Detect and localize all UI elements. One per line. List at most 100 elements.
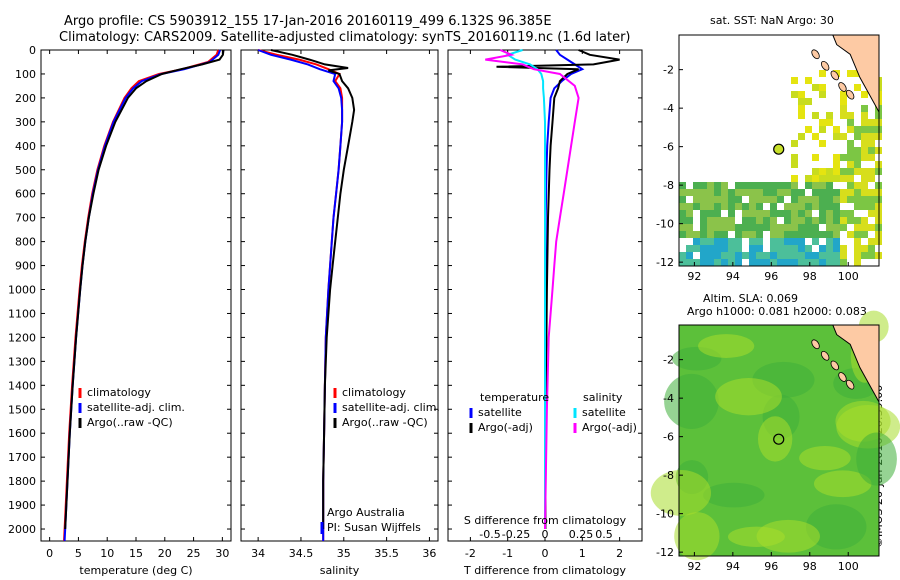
sst-map-pixel bbox=[756, 210, 763, 217]
sst-map-pixel bbox=[770, 182, 777, 189]
sst-map-pixel bbox=[714, 196, 721, 203]
sst-map-pixel bbox=[826, 168, 833, 175]
sst-map-pixel bbox=[784, 210, 791, 217]
sst-map-pixel bbox=[819, 252, 826, 259]
sst-map-pixel bbox=[756, 196, 763, 203]
sla-map-blob bbox=[674, 512, 720, 561]
salinity-xtick-label: 35.5 bbox=[374, 547, 399, 560]
sst-map-pixel bbox=[826, 238, 833, 245]
sst-map-pixel bbox=[819, 70, 826, 77]
sst-map-pixel bbox=[826, 119, 833, 126]
sst-map-pixel bbox=[721, 217, 728, 224]
sst-map-pixel bbox=[840, 189, 847, 196]
sst-map-pixel bbox=[812, 182, 819, 189]
sst-map-island bbox=[845, 89, 855, 100]
sst-map-pixel bbox=[854, 196, 861, 203]
sst-map-pixel bbox=[826, 189, 833, 196]
sst-map-pixel bbox=[707, 245, 714, 252]
sla-map-blob bbox=[715, 378, 782, 416]
sst-map-xtick-label: 100 bbox=[838, 270, 859, 283]
sst-map-pixel bbox=[868, 224, 875, 231]
sst-map-pixel bbox=[791, 224, 798, 231]
sst-map-pixel bbox=[826, 224, 833, 231]
sst-map-pixel bbox=[721, 189, 728, 196]
sst-map-pixel bbox=[798, 98, 805, 105]
sla-map-blob bbox=[799, 445, 851, 471]
sst-map-pixel bbox=[714, 203, 721, 210]
sst-map-pixel bbox=[861, 133, 868, 140]
sst-map-pixel bbox=[819, 175, 826, 182]
difference-xtick-label: 1 bbox=[579, 547, 586, 560]
salinity-series-2 bbox=[270, 49, 356, 529]
sst-map-pixel bbox=[847, 189, 854, 196]
diff-s-tick-label: -0.25 bbox=[502, 528, 530, 541]
sst-map-pixel bbox=[819, 196, 826, 203]
sst-map-pixel bbox=[700, 259, 707, 266]
sst-map-pixel bbox=[756, 189, 763, 196]
sst-map-pixel bbox=[805, 98, 812, 105]
temperature-xtick-label: 30 bbox=[215, 547, 229, 560]
sst-map-pixel bbox=[854, 182, 861, 189]
sst-map-pixel bbox=[805, 252, 812, 259]
sst-map-pixel bbox=[749, 231, 756, 238]
sst-map-pixel bbox=[854, 238, 861, 245]
sst-map-pixel bbox=[693, 238, 700, 245]
sst-map-pixel bbox=[686, 245, 693, 252]
sst-map-pixel bbox=[770, 224, 777, 231]
sst-map-pixel bbox=[707, 210, 714, 217]
sst-map-pixel bbox=[819, 210, 826, 217]
sst-map-pixel bbox=[791, 175, 798, 182]
sst-map-pixel bbox=[819, 189, 826, 196]
sst-map-pixel bbox=[693, 196, 700, 203]
sst-map-pixel bbox=[756, 231, 763, 238]
depth-tick-label: 100 bbox=[15, 68, 36, 81]
sst-map-pixel bbox=[854, 231, 861, 238]
sst-map-pixel bbox=[861, 140, 868, 147]
sst-map-island bbox=[820, 60, 830, 71]
sst-map-pixel bbox=[700, 196, 707, 203]
sst-map-pixel bbox=[707, 238, 714, 245]
sst-map-pixel bbox=[812, 224, 819, 231]
sst-map-pixel bbox=[749, 203, 756, 210]
sst-map-pixel bbox=[763, 182, 770, 189]
sst-map-pixel bbox=[819, 91, 826, 98]
sst-map-pixel bbox=[756, 224, 763, 231]
sst-map-pixel bbox=[812, 84, 819, 91]
sst-map-pixel bbox=[777, 231, 784, 238]
sst-map-ytick-label: -4 bbox=[663, 102, 674, 115]
sst-map-pixel bbox=[735, 245, 742, 252]
sst-map-pixel bbox=[707, 224, 714, 231]
sst-map-pixel bbox=[847, 168, 854, 175]
diff-s-tick-label: 0 bbox=[542, 528, 549, 541]
sst-map-pixel bbox=[854, 168, 861, 175]
temperature-series-2 bbox=[64, 49, 225, 530]
sst-map-xtick-label: 94 bbox=[726, 270, 740, 283]
sst-map-pixel bbox=[861, 147, 868, 154]
sst-map-pixel bbox=[770, 231, 777, 238]
sst-map-pixel bbox=[854, 259, 861, 266]
difference-xtick-label: 2 bbox=[616, 547, 623, 560]
sla-map-ytick-label: -2 bbox=[663, 354, 674, 367]
sst-map-pixel bbox=[714, 182, 721, 189]
sst-map-pixel bbox=[721, 203, 728, 210]
difference-xtick-label: -2 bbox=[465, 547, 476, 560]
sst-map-pixel bbox=[840, 196, 847, 203]
depth-tick-label: 400 bbox=[15, 140, 36, 153]
sst-map-pixel bbox=[826, 182, 833, 189]
sst-map-pixel bbox=[756, 259, 763, 266]
sst-map-pixel bbox=[784, 259, 791, 266]
sst-map-ytick-label: -10 bbox=[656, 218, 674, 231]
sst-map-pixel bbox=[847, 182, 854, 189]
sst-map-pixel bbox=[798, 224, 805, 231]
sst-map-pixel bbox=[861, 252, 868, 259]
sst-map-pixel bbox=[749, 210, 756, 217]
temperature-xtick-label: 10 bbox=[100, 547, 114, 560]
sst-map-pixel bbox=[707, 203, 714, 210]
sst-map-pixel bbox=[791, 196, 798, 203]
sst-map-pixel bbox=[791, 77, 798, 84]
sst-map-pixel bbox=[791, 252, 798, 259]
sst-map-pixel bbox=[854, 70, 861, 77]
sst-map-pixel bbox=[700, 182, 707, 189]
sst-map-pixel bbox=[805, 245, 812, 252]
sst-map-pixel bbox=[868, 203, 875, 210]
